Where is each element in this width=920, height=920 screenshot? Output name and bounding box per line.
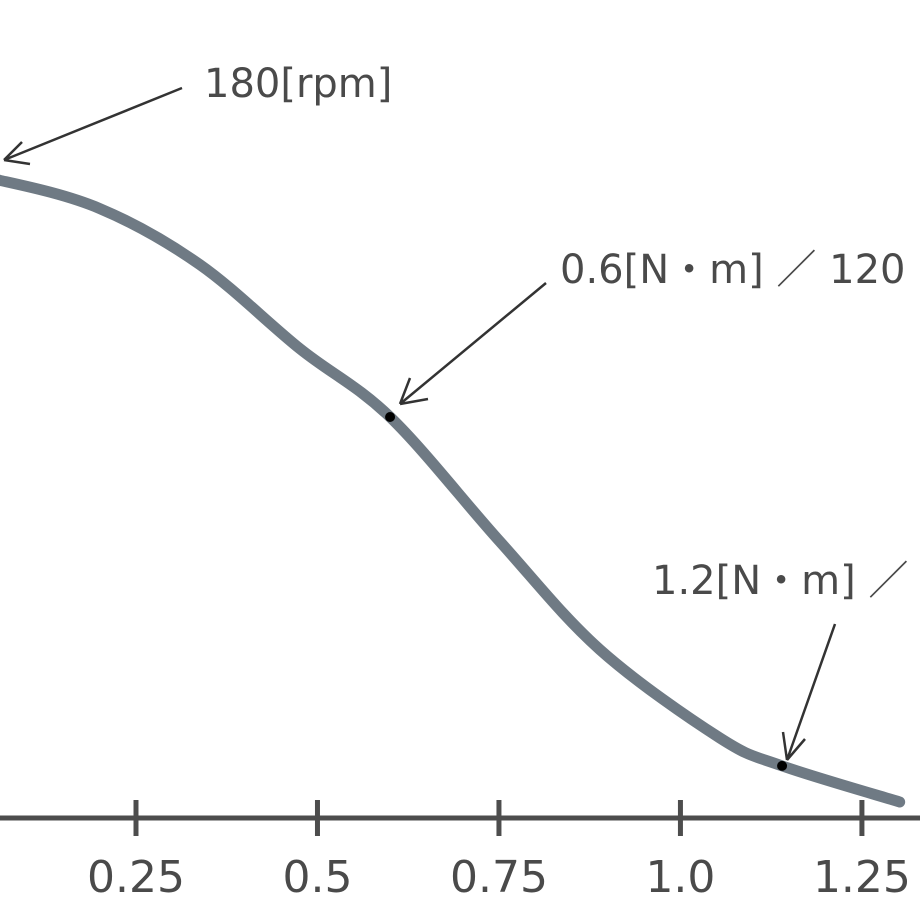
arrow [3,86,183,166]
x-tick-label: 1.0 [645,852,715,903]
x-tick-label: 0.75 [450,852,548,903]
x-tick-label: 1.25 [813,852,911,903]
arrow [781,623,837,761]
speed-curve [0,174,906,808]
annotation: 1.2[N・m] ／ [652,558,908,604]
point-marker [385,412,396,423]
x-tick-label: 0.25 [87,852,185,903]
point-marker [777,760,788,771]
arrow [398,282,547,406]
annotation: 0.6[N・m] ／ 120 [560,247,906,293]
annotation-arrows [3,86,837,761]
annotation: 180[rpm] [204,61,392,107]
x-tick-label: 0.5 [282,852,352,903]
